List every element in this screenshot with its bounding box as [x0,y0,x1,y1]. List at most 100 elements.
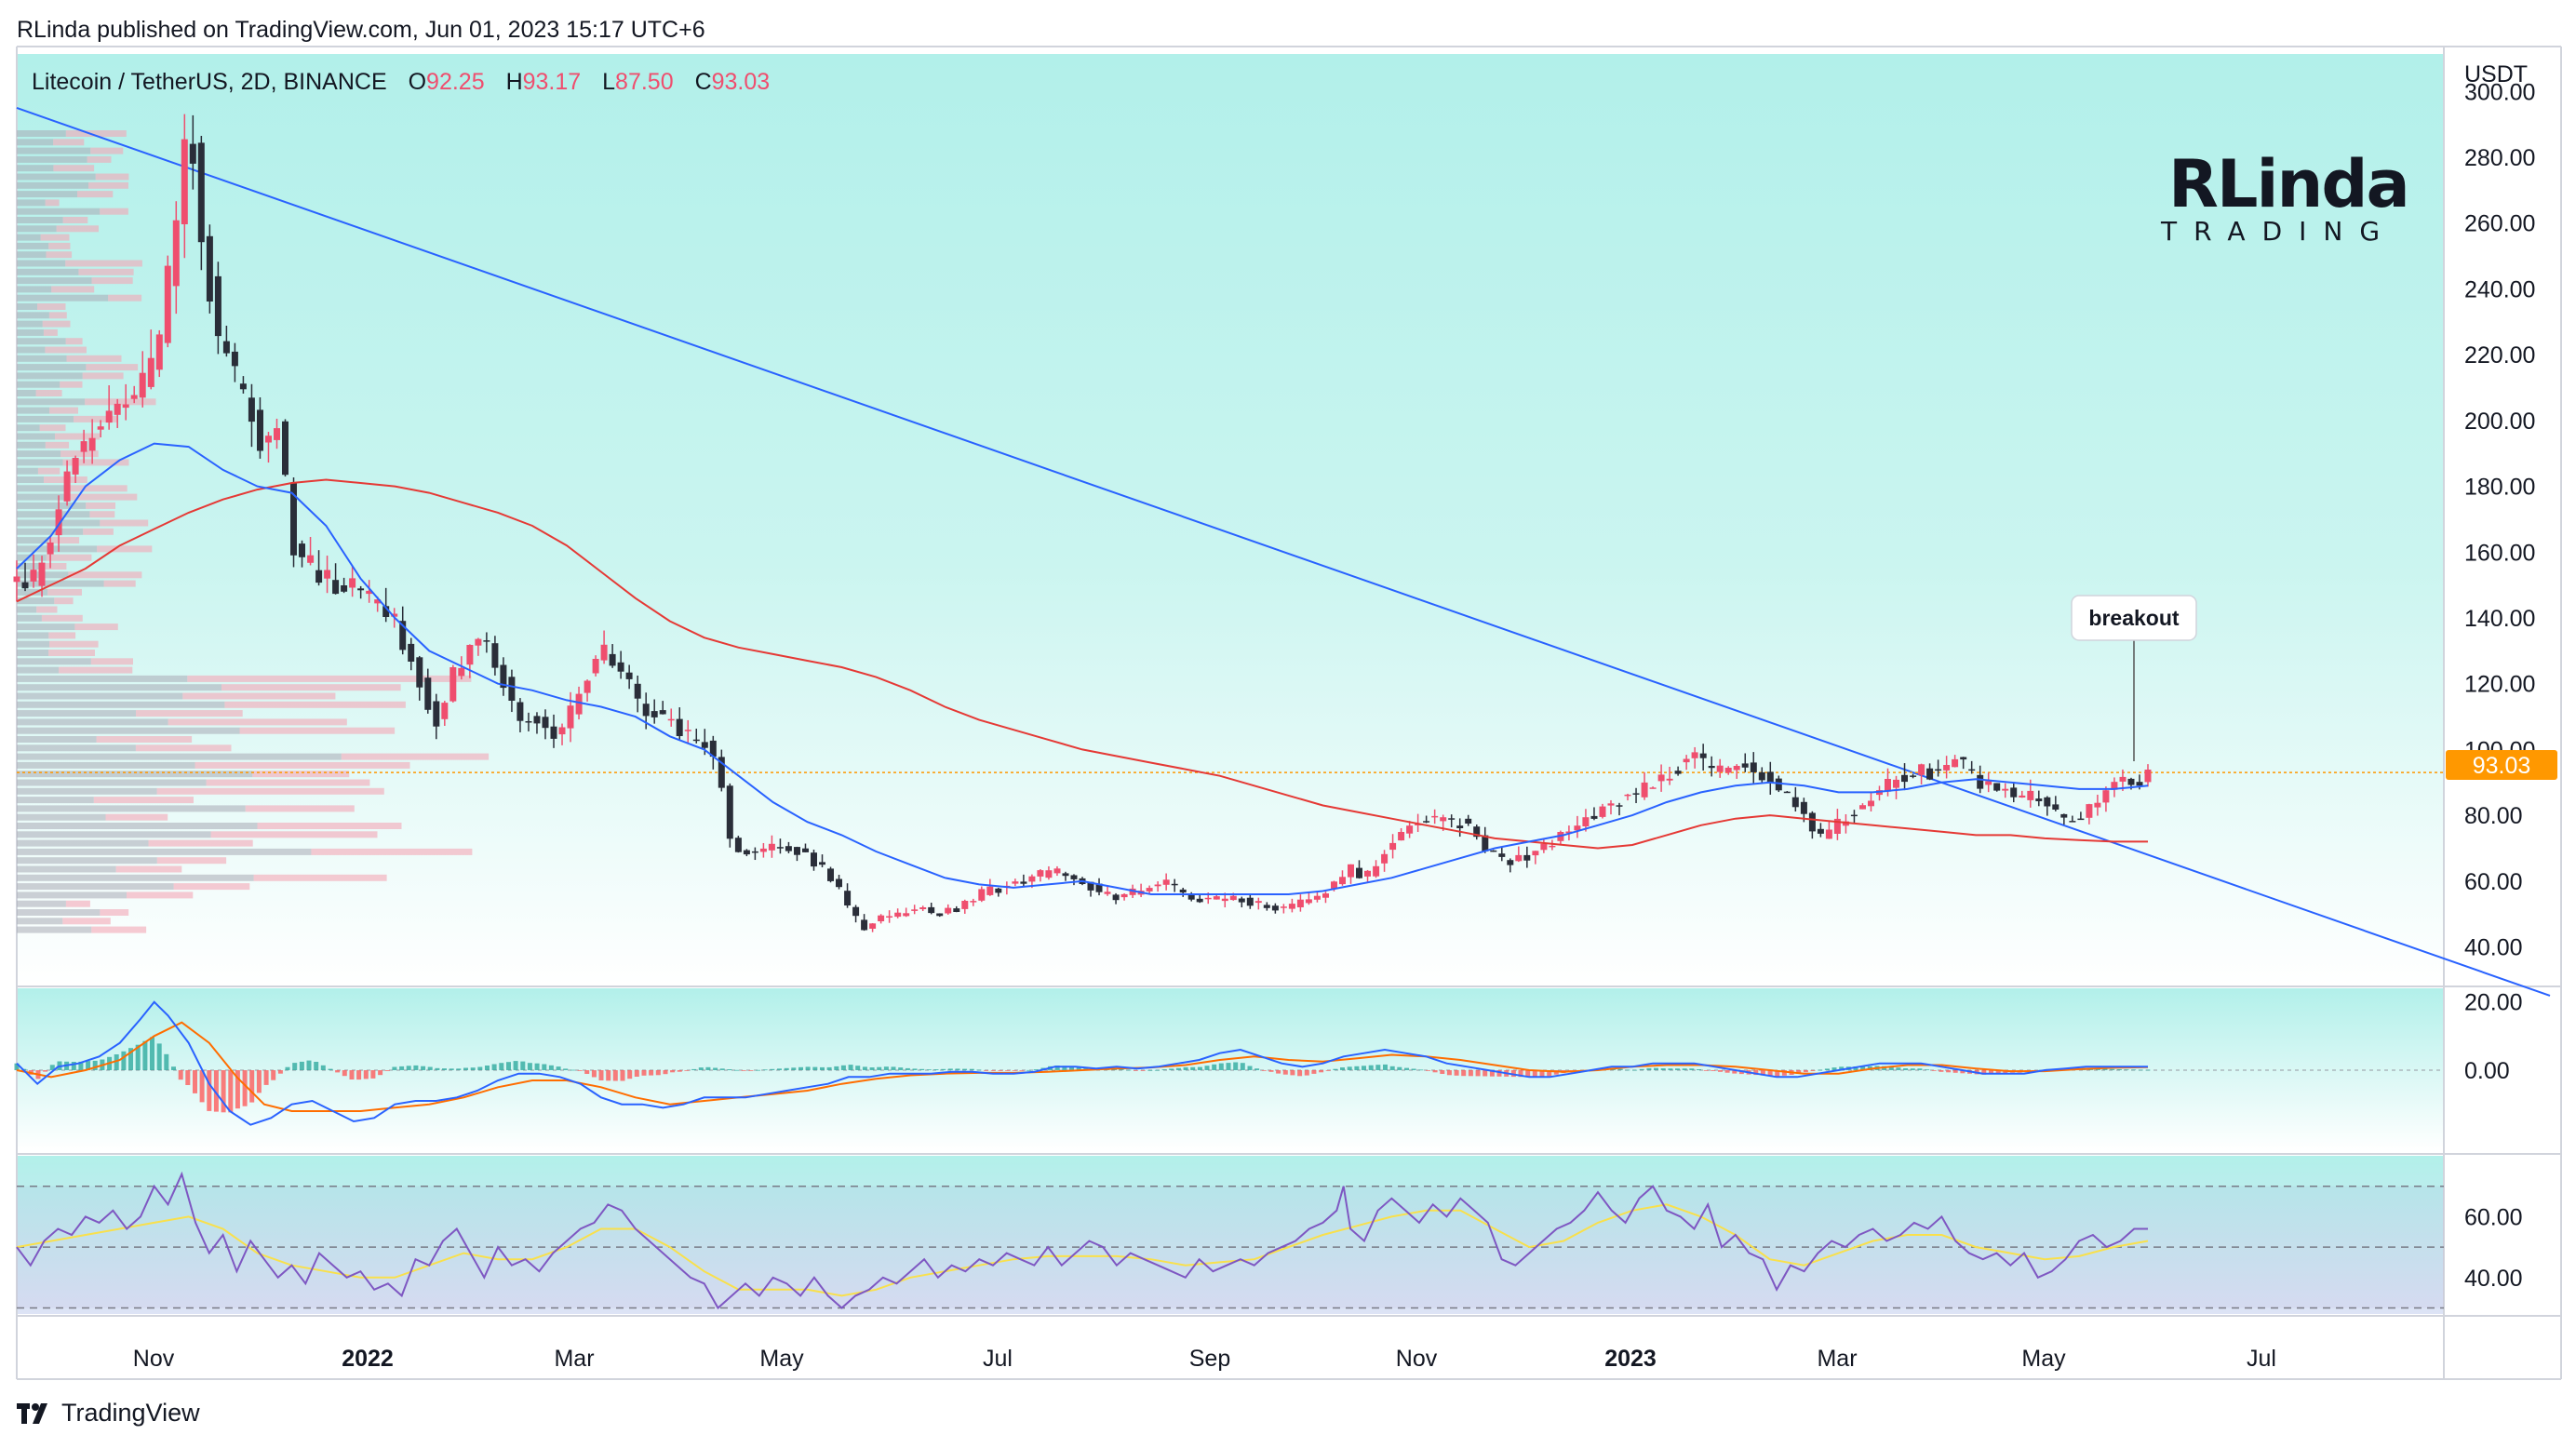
macd-histogram-bar [741,1070,746,1071]
macd-histogram-bar [919,1068,925,1070]
volume-profile-bar-buy [210,831,378,838]
candle-body [424,677,432,710]
volume-profile-bar-buy [39,424,66,432]
macd-histogram-bar [1083,1067,1089,1070]
macd-histogram-bar [114,1054,119,1070]
macd-histogram-bar [2095,1068,2100,1070]
candle-body [391,613,398,617]
macd-indicator: 20.00 0.00 [14,990,2523,1126]
macd-histogram-bar [1404,1067,1409,1070]
volume-profile-bar-sell [17,485,67,492]
candle-body [1808,812,1816,832]
tradingview-logo-icon [17,1402,47,1424]
candle-body [995,888,1002,893]
rsi-tick-label: 60.00 [2464,1204,2523,1230]
volume-profile-bar-sell [17,787,157,795]
candle-body [919,907,927,909]
macd-histogram-bar [228,1070,234,1113]
volume-profile-bar-buy [97,545,153,553]
candle-body [1750,762,1757,772]
macd-histogram-bar [1418,1069,1424,1071]
macd-histogram-bar [150,1037,154,1070]
candle-body [1431,815,1439,818]
volume-profile-bar-sell [17,857,157,865]
volume-profile-bar-sell [17,614,42,622]
candle-body [181,139,188,224]
candle-body [466,645,474,665]
macd-histogram-bar [1767,1070,1773,1077]
candle-body [307,555,315,563]
candle-body [458,667,465,677]
macd-histogram-bar [756,1069,760,1071]
candle-body [651,711,658,717]
macd-histogram-bar [1383,1064,1388,1070]
macd-histogram-bar [314,1062,319,1070]
macd-histogram-bar [1183,1066,1188,1070]
volume-profile-bar-sell [17,771,253,778]
macd-histogram-bar [1946,1070,1952,1073]
breakout-annotation[interactable]: breakout [2071,595,2197,761]
candle-body [2010,787,2018,798]
volume-profile-bar-sell [17,433,55,440]
macd-histogram-bar [634,1070,639,1077]
volume-profile-bar-sell [17,208,101,215]
volume-profile-bar-buy [245,805,355,812]
volume-profile-bar-sell [17,650,49,656]
volume-profile-bar-buy [127,892,194,899]
volume-profile-bar-sell [17,217,63,223]
candle-body [1280,906,1287,908]
macd-histogram-bar [705,1066,711,1070]
candle-body [600,644,608,661]
volume-profile-bar-buy [51,286,95,293]
candle-body [1296,899,1304,907]
candle-body [2060,813,2068,818]
candle-body [47,543,54,555]
macd-histogram-bar [1033,1069,1039,1070]
close-value: 93.03 [712,69,771,95]
macd-histogram-bar [1617,1068,1623,1070]
macd-histogram-bar [185,1070,191,1085]
candle-body [164,265,171,343]
time-tick-label: Jul [983,1346,1013,1372]
macd-histogram-bar [2138,1069,2143,1071]
candle-body [1540,843,1548,851]
macd-histogram-bar [840,1065,846,1070]
volume-profile-bar-buy [100,208,128,215]
candle-body [542,717,549,729]
volume-profile-bar-buy [45,199,60,207]
macd-histogram-bar [1133,1070,1138,1071]
candle-body [1373,865,1380,877]
volume-profile-bar-buy [85,398,156,406]
candle-body [1952,758,1959,768]
macd-histogram-bar [1660,1068,1666,1070]
volume-profile-bar-sell [17,268,79,275]
volume-profile-bar-buy [93,797,194,804]
volume-profile-bar-sell [17,467,38,475]
candle-body [1423,821,1430,823]
macd-histogram-bar [263,1070,269,1085]
candle-body [1590,815,1598,819]
volume-profile-bar-sell [17,675,188,682]
volume-profile-bar-sell [17,736,97,743]
candle-body [819,862,825,865]
macd-histogram-bar [1654,1067,1658,1070]
macd-histogram-bar [406,1066,411,1070]
volume-profile-bar-sell [17,346,46,354]
candle-body [1187,894,1195,900]
candle-body [290,483,297,556]
candle-body [953,908,960,912]
macd-histogram-bar [86,1061,91,1070]
price-tick-label: 120.00 [2464,672,2535,698]
candle-body [349,578,356,588]
candle-body [2027,790,2034,800]
volume-profile-bar-buy [168,718,347,726]
macd-histogram-bar [1917,1068,1923,1070]
macd-histogram-bar [1161,1069,1167,1070]
candle-body [592,659,599,674]
volume-profile-bar-buy [100,519,149,527]
volume-profile-bar-sell [17,761,195,769]
volume-profile-bar-sell [17,450,61,458]
volume-profile-bar-buy [48,650,95,656]
time-tick-label: Nov [1396,1346,1438,1372]
